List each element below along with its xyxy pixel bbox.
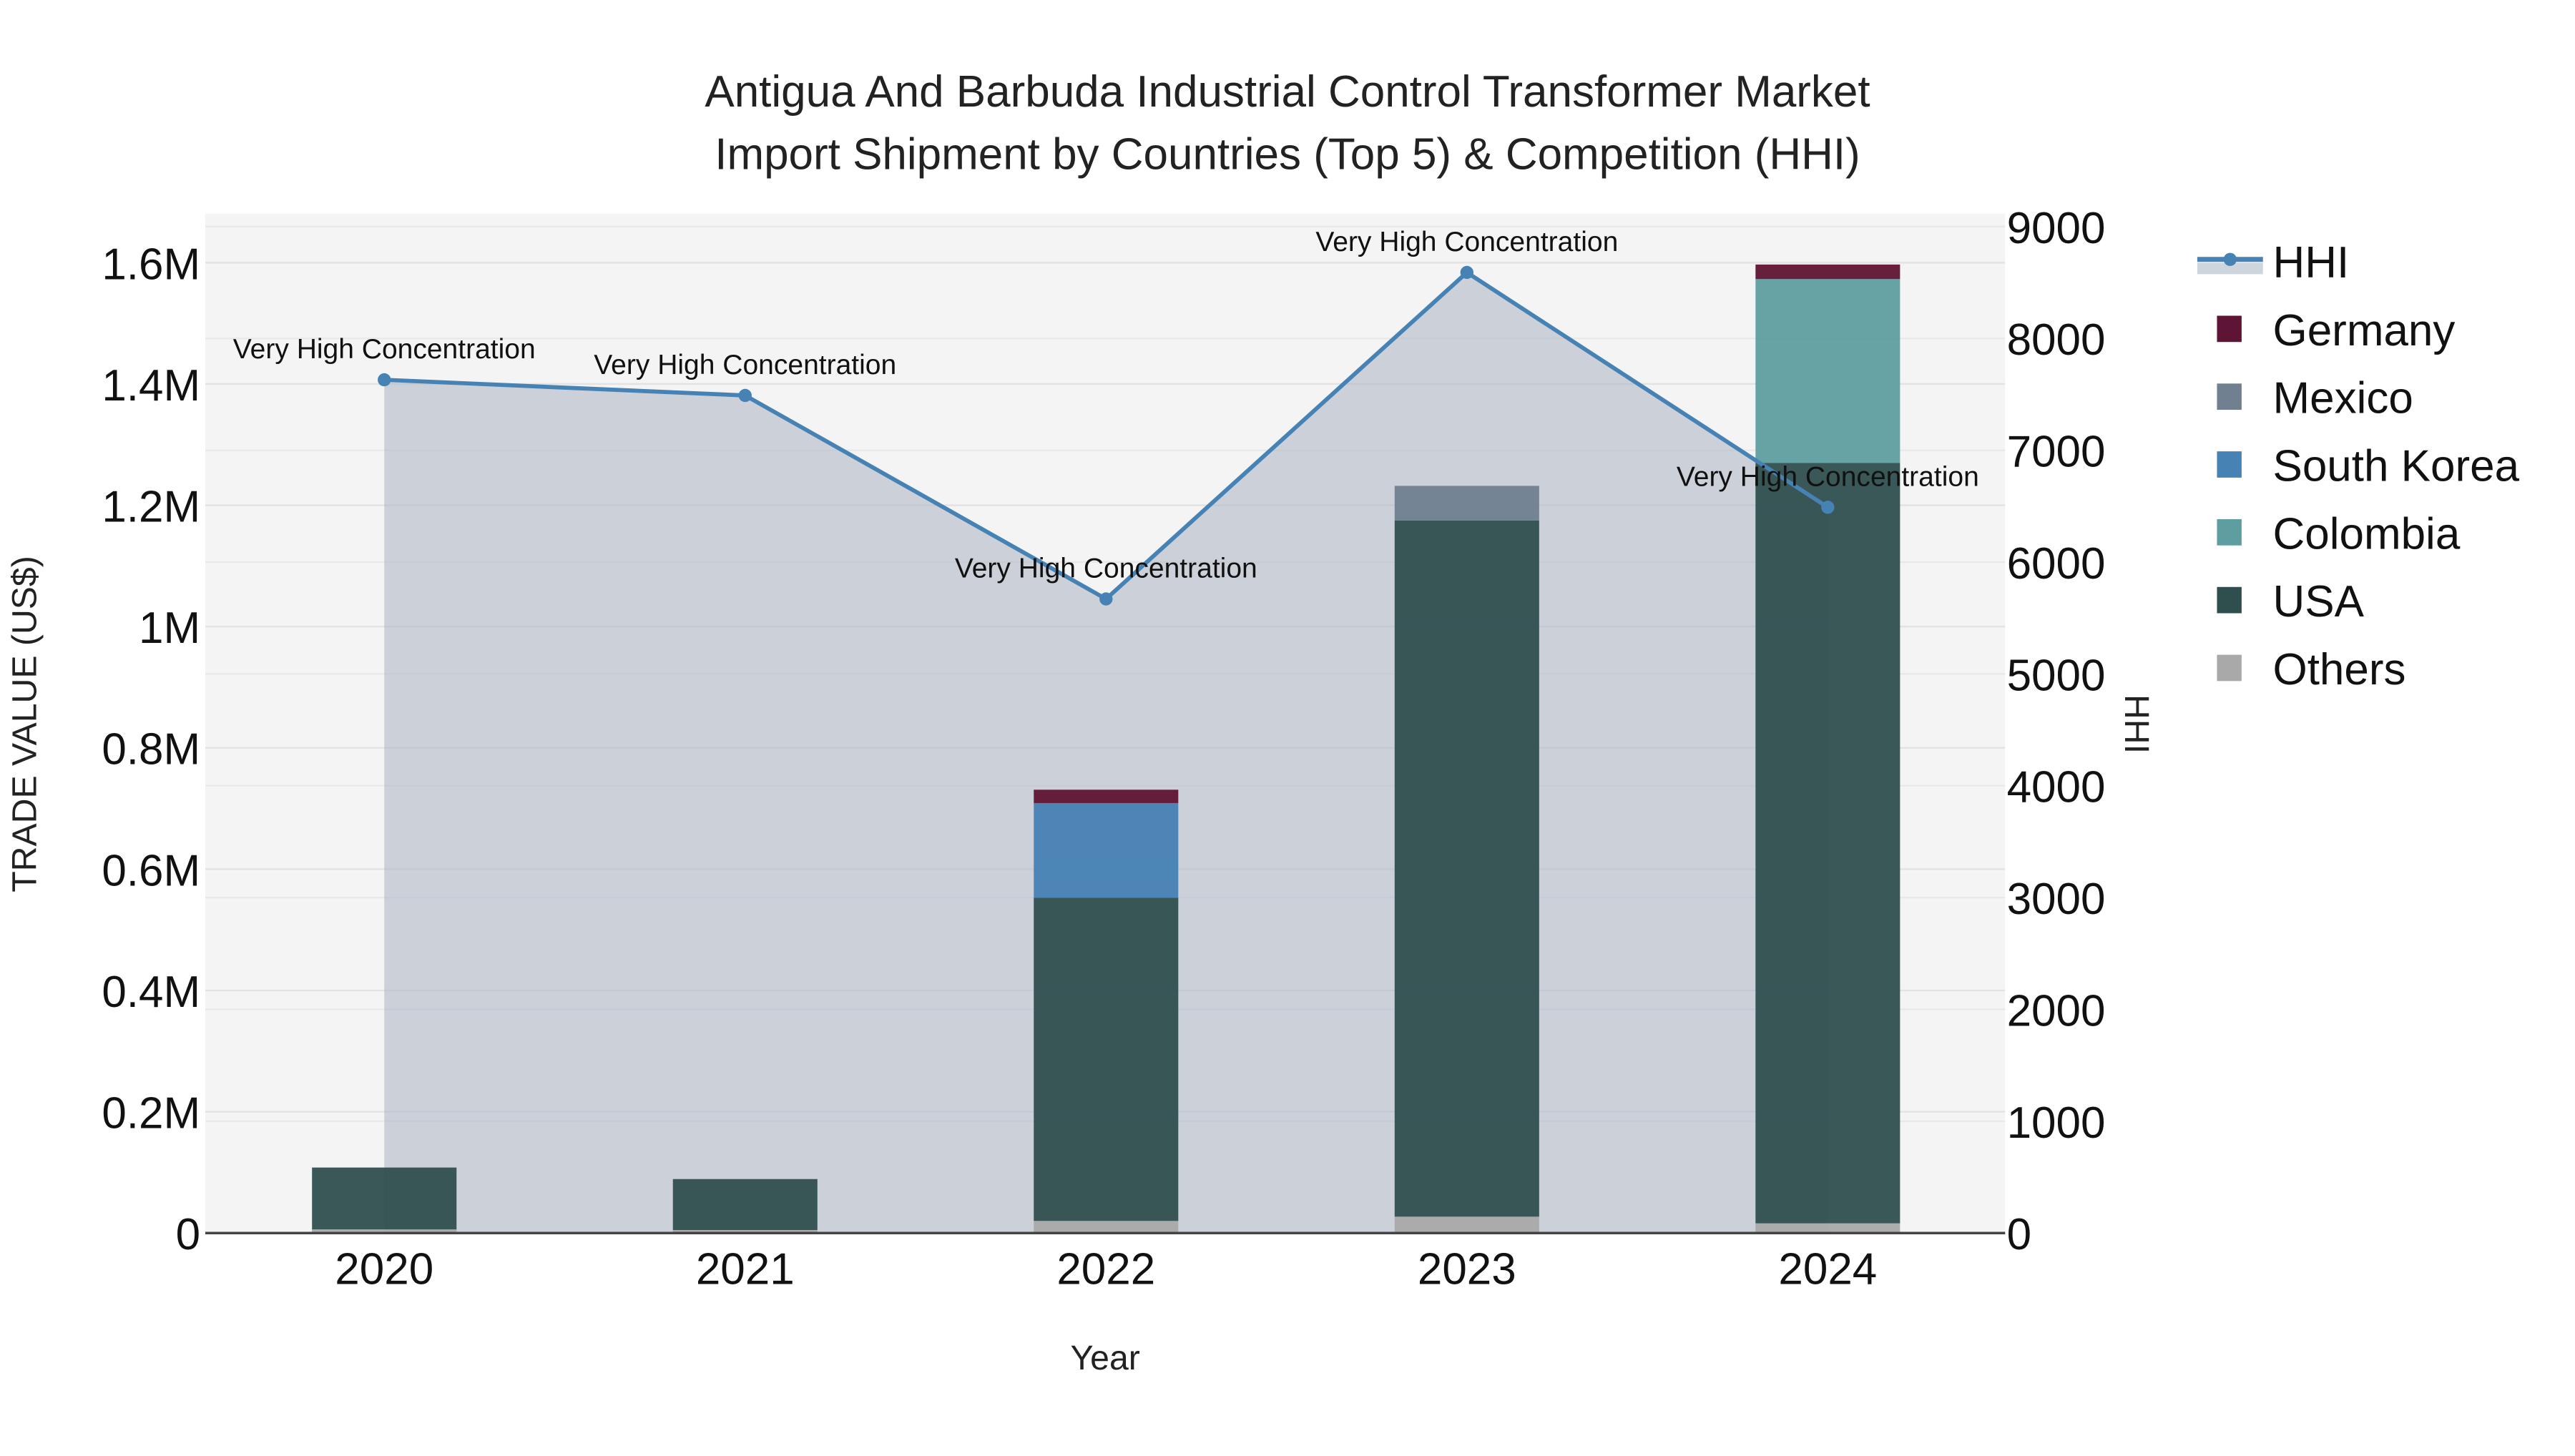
bars xyxy=(312,264,1900,1234)
legend-label: USA xyxy=(2273,577,2365,626)
y-tick-label: 0.4M xyxy=(102,968,200,1017)
hhi-annotation: Very High Concentration xyxy=(1677,461,1979,492)
legend-swatch-icon xyxy=(2217,654,2242,682)
legend-swatch-icon xyxy=(2217,451,2242,478)
legend-label: Germany xyxy=(2273,306,2456,355)
bar-germany[interactable] xyxy=(1034,790,1179,803)
chart-title-line2: Import Shipment by Countries (Top 5) & C… xyxy=(715,129,1860,179)
hhi-marker[interactable] xyxy=(1460,265,1473,280)
legend-item-germany[interactable]: Germany xyxy=(2217,306,2455,355)
legend-item-hhi[interactable]: HHI xyxy=(2197,238,2349,287)
y-tick-label: 1.2M xyxy=(102,483,200,532)
legend-item-others[interactable]: Others xyxy=(2217,645,2405,694)
bar-south-korea[interactable] xyxy=(1034,802,1179,898)
y2-axis-title: HHI xyxy=(2117,694,2156,754)
bar-others[interactable] xyxy=(1034,1221,1179,1234)
legend-swatch-icon xyxy=(2217,586,2242,614)
y2-tick-label: 6000 xyxy=(2007,539,2106,589)
bar-usa[interactable] xyxy=(1394,520,1539,1217)
y-tick-label: 0.2M xyxy=(102,1089,200,1138)
bar-germany[interactable] xyxy=(1755,264,1900,280)
legend-item-south-korea[interactable]: South Korea xyxy=(2217,441,2520,491)
legend-swatch-icon xyxy=(2217,518,2242,546)
y2-tick-label: 7000 xyxy=(2007,428,2106,477)
bar-others[interactable] xyxy=(1755,1223,1900,1234)
chart-title-line1: Antigua And Barbuda Industrial Control T… xyxy=(705,67,1870,117)
y2-tick-label: 1000 xyxy=(2007,1098,2106,1148)
y-tick-label: 0 xyxy=(176,1210,200,1259)
bar-usa[interactable] xyxy=(1034,897,1179,1221)
bar-colombia[interactable] xyxy=(1755,279,1900,463)
y-axis-ticks: 0 0.2M 0.4M 0.6M 0.8M 1M 1.2M 1.4M 1.6M xyxy=(102,240,200,1259)
hhi-annotation: Very High Concentration xyxy=(955,554,1257,584)
x-tick-label: 2021 xyxy=(696,1244,795,1294)
y2-axis-ticks: 0 1000 2000 3000 4000 5000 6000 7000 8000 9000 xyxy=(2007,204,2106,1259)
legend-item-mexico[interactable]: Mexico xyxy=(2217,374,2413,423)
hhi-annotation: Very High Concentration xyxy=(594,350,896,380)
x-axis-title: Year xyxy=(1070,1339,1139,1377)
x-tick-label: 2020 xyxy=(335,1244,433,1294)
y2-tick-label: 9000 xyxy=(2007,204,2106,253)
y2-tick-label: 0 xyxy=(2007,1210,2031,1259)
legend-swatch-icon xyxy=(2217,383,2242,410)
legend-label: Colombia xyxy=(2273,509,2461,559)
hhi-marker[interactable] xyxy=(738,388,752,403)
y-axis-title: TRADE VALUE (US$) xyxy=(6,556,44,892)
hhi-annotation: Very High Concentration xyxy=(1315,227,1618,257)
y-tick-label: 0.6M xyxy=(102,846,200,895)
bar-mexico[interactable] xyxy=(1394,486,1539,521)
y-tick-label: 1.6M xyxy=(102,240,200,289)
legend-marker-icon xyxy=(2223,252,2237,266)
legend-label: South Korea xyxy=(2273,441,2520,491)
legend-swatch-icon xyxy=(2217,315,2242,343)
legend-label: Mexico xyxy=(2273,374,2413,423)
bar-others[interactable] xyxy=(1394,1216,1539,1234)
legend-item-colombia[interactable]: Colombia xyxy=(2217,509,2461,559)
bar-others[interactable] xyxy=(312,1229,457,1234)
legend-item-usa[interactable]: USA xyxy=(2217,577,2365,626)
bar-others[interactable] xyxy=(672,1229,818,1234)
y-tick-label: 0.8M xyxy=(102,725,200,774)
bar-usa[interactable] xyxy=(312,1167,457,1230)
legend: HHI Germany Mexico South Korea Colombia USA Ot… xyxy=(2197,238,2520,694)
legend-swatch-area xyxy=(2197,262,2263,275)
hhi-marker[interactable] xyxy=(1821,501,1835,514)
y2-tick-label: 4000 xyxy=(2007,763,2106,812)
x-axis-ticks: 2020 2021 2022 2023 2024 xyxy=(335,1244,1877,1294)
legend-label: HHI xyxy=(2273,238,2350,287)
hhi-marker[interactable] xyxy=(378,373,391,387)
y-tick-label: 1.4M xyxy=(102,361,200,410)
x-tick-label: 2022 xyxy=(1056,1244,1155,1294)
y2-tick-label: 5000 xyxy=(2007,651,2106,700)
y2-tick-label: 3000 xyxy=(2007,875,2106,924)
hhi-annotation: Very High Concentration xyxy=(233,334,536,365)
bar-usa[interactable] xyxy=(672,1179,818,1230)
legend-label: Others xyxy=(2273,645,2406,694)
x-tick-label: 2024 xyxy=(1778,1244,1877,1294)
y-tick-label: 1M xyxy=(139,604,200,653)
hhi-line: Very High Concentration Very High Concent… xyxy=(233,227,1979,606)
y2-tick-label: 8000 xyxy=(2007,315,2106,365)
bar-usa[interactable] xyxy=(1755,463,1900,1224)
y2-tick-label: 2000 xyxy=(2007,986,2106,1036)
x-tick-label: 2023 xyxy=(1418,1244,1516,1294)
hhi-marker[interactable] xyxy=(1099,592,1113,606)
